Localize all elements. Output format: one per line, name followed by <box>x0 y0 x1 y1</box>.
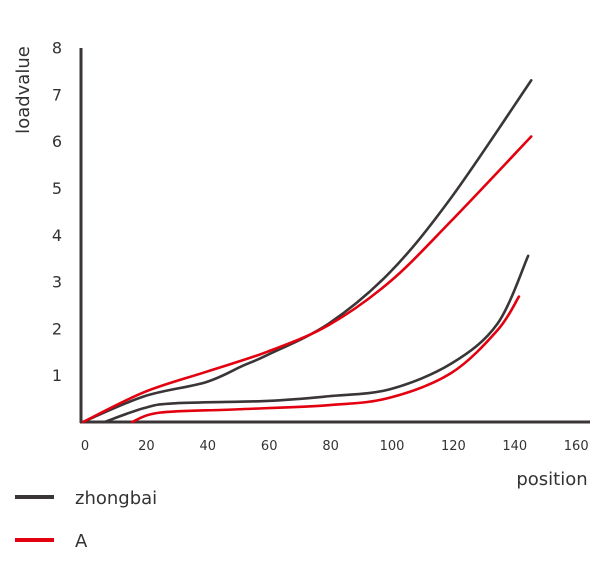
y-tick-label: 3 <box>52 273 62 292</box>
series-line-a-2 <box>130 295 521 424</box>
y-tick-label: 8 <box>52 39 62 58</box>
x-tick-label: 0 <box>81 439 89 454</box>
axes <box>79 48 590 424</box>
y-tick-label: 7 <box>52 85 62 104</box>
y-axis-label: loadvalue <box>13 46 34 134</box>
x-tick-label: 160 <box>564 439 589 454</box>
legend-label: zhongbai <box>75 488 157 509</box>
x-tick-label: 100 <box>380 439 405 454</box>
x-tick-label: 60 <box>261 439 278 454</box>
series-line-a-1 <box>81 135 533 424</box>
y-tick-label: 6 <box>52 132 62 151</box>
x-axis-label: position <box>516 469 587 490</box>
series-line-zhongbai-1 <box>81 79 533 424</box>
x-tick-label: 20 <box>138 439 155 454</box>
series-line-zhongbai-2 <box>103 254 530 424</box>
y-tick-label: 2 <box>52 319 62 338</box>
x-tick-label: 140 <box>502 439 527 454</box>
y-tick-label: 4 <box>52 226 62 245</box>
legend-label: A <box>75 531 88 552</box>
y-tick-label: 5 <box>52 179 62 198</box>
x-tick-label: 120 <box>441 439 466 454</box>
x-tick-label: 40 <box>200 439 217 454</box>
x-tick-label: 80 <box>322 439 339 454</box>
y-tick-label: 1 <box>52 366 62 385</box>
